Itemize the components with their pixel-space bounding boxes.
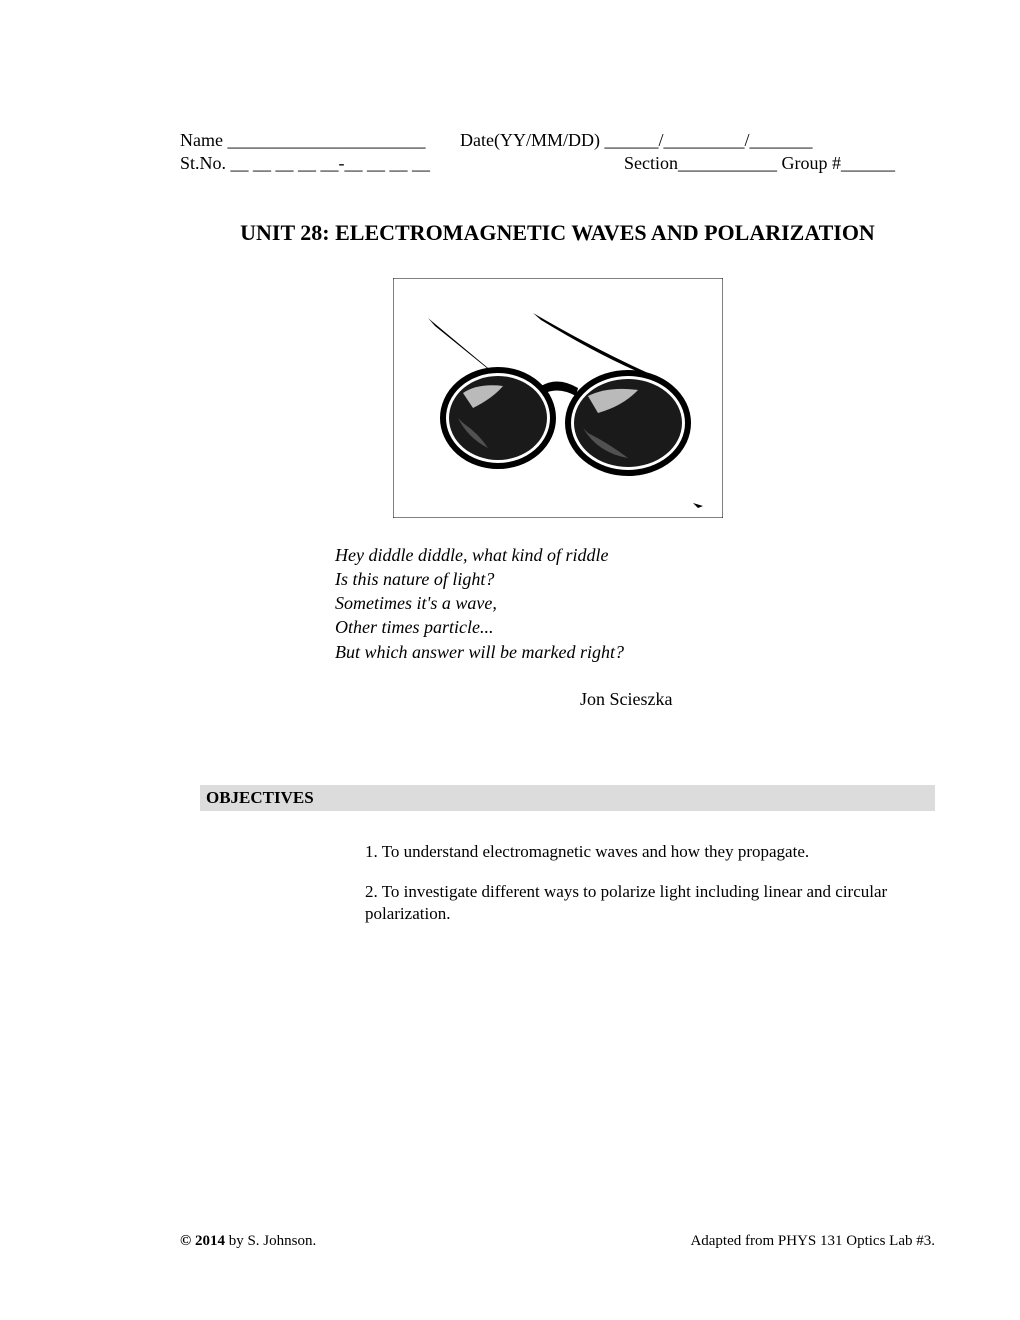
- copyright: © 2014 by S. Johnson.: [180, 1233, 316, 1250]
- adapted-from: Adapted from PHYS 131 Optics Lab #3.: [690, 1233, 935, 1250]
- copyright-author: by S. Johnson.: [225, 1233, 316, 1249]
- stno-field: St.No. __ __ __ __ __-__ __ __ __: [180, 153, 460, 174]
- poem-line-1: Hey diddle diddle, what kind of riddle: [335, 543, 935, 567]
- poem-block: Hey diddle diddle, what kind of riddle I…: [335, 543, 935, 664]
- image-container: [180, 278, 935, 523]
- poem-line-2: Is this nature of light?: [335, 567, 935, 591]
- objective-2: 2. To investigate different ways to pola…: [365, 881, 935, 925]
- objectives-header: OBJECTIVES: [200, 785, 935, 811]
- poem-line-4: Other times particle...: [335, 615, 935, 639]
- header-row-2: St.No. __ __ __ __ __-__ __ __ __ Sectio…: [180, 153, 935, 174]
- page-container: Name ______________________ Date(YY/MM/D…: [0, 0, 1020, 1320]
- page-footer: © 2014 by S. Johnson. Adapted from PHYS …: [180, 1233, 935, 1250]
- objective-1: 1. To understand electromagnetic waves a…: [365, 841, 935, 863]
- objectives-list: 1. To understand electromagnetic waves a…: [365, 841, 935, 925]
- poem-line-3: Sometimes it's a wave,: [335, 591, 935, 615]
- unit-title: UNIT 28: ELECTROMAGNETIC WAVES AND POLAR…: [180, 219, 935, 248]
- name-field: Name ______________________: [180, 130, 460, 151]
- section-field: Section___________ Group #______: [460, 153, 935, 174]
- copyright-year: © 2014: [180, 1233, 225, 1249]
- header-row-1: Name ______________________ Date(YY/MM/D…: [180, 130, 935, 151]
- sunglasses-illustration: [393, 278, 723, 518]
- poem-line-5: But which answer will be marked right?: [335, 640, 935, 664]
- poem-author: Jon Scieszka: [580, 689, 935, 710]
- date-field: Date(YY/MM/DD) ______/_________/_______: [460, 130, 935, 151]
